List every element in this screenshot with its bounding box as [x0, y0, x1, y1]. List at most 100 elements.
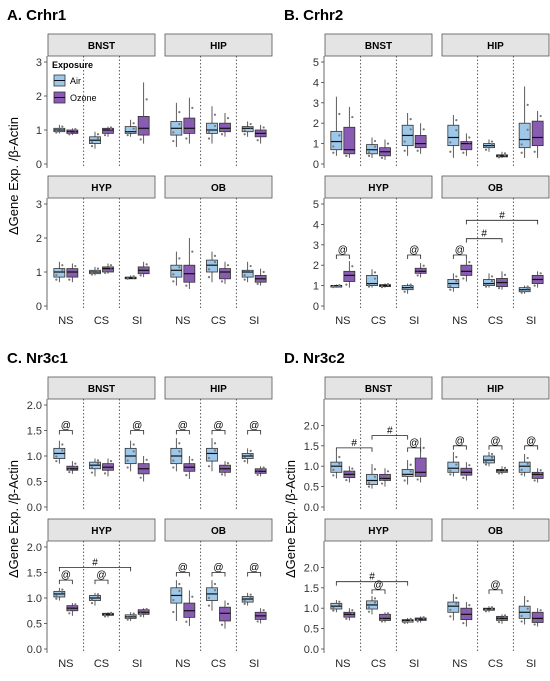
legend-label-air: Air	[70, 76, 81, 86]
significance-bracket: @	[247, 563, 262, 577]
significance-label: #	[369, 572, 375, 583]
data-point	[503, 468, 507, 471]
data-point	[213, 113, 217, 116]
box-cs-ozone	[219, 600, 231, 629]
significance-bracket: @	[452, 436, 467, 450]
data-point	[416, 618, 419, 622]
x-tick-label: CS	[488, 658, 503, 670]
data-point	[126, 466, 129, 469]
data-point	[520, 143, 523, 146]
panel-strip-label: HIP	[487, 384, 504, 395]
data-point	[497, 470, 501, 473]
panel-ob: OB @ # # NS CS SI	[441, 175, 550, 327]
data-point	[497, 618, 501, 621]
panel-strip-label: HIP	[210, 384, 227, 395]
box-ns-ozone	[183, 456, 196, 479]
data-point	[109, 611, 113, 614]
y-tick-label: 0.0	[304, 502, 319, 514]
panel-strip-label: HYP	[91, 526, 112, 537]
data-point	[262, 126, 265, 129]
data-point	[55, 460, 58, 463]
box-ns-air	[170, 580, 183, 621]
data-point	[526, 462, 529, 465]
data-point	[220, 616, 224, 619]
data-point	[109, 460, 113, 463]
box-ns-ozone	[460, 259, 473, 282]
significance-label: @	[490, 436, 500, 447]
box-ns-air	[330, 96, 343, 156]
box-ns-ozone	[183, 97, 196, 144]
panel-bnst: BNST 0 1 2 3	[36, 33, 156, 171]
data-point	[338, 462, 341, 465]
data-point	[74, 129, 77, 132]
box-cs-ozone	[102, 126, 114, 137]
bracket-line	[407, 447, 422, 452]
data-point	[213, 582, 217, 586]
data-point	[539, 613, 542, 616]
panel-strip-label: HYP	[91, 183, 112, 194]
chart-title: D. Nr3c2	[284, 350, 345, 367]
data-point	[185, 277, 188, 280]
data-point	[520, 620, 523, 623]
data-point	[213, 261, 217, 264]
data-point	[256, 616, 259, 620]
panel-strip	[47, 376, 156, 400]
box-body	[518, 461, 531, 473]
box-ns-air	[447, 451, 460, 477]
y-tick-label: 1	[313, 281, 319, 293]
data-point	[74, 466, 77, 469]
y-tick-label: 1.0	[27, 451, 42, 463]
x-tick-label: SI	[249, 658, 259, 670]
data-point	[533, 280, 536, 284]
data-point	[351, 609, 354, 612]
significance-label: @	[213, 563, 223, 574]
significance-bracket: @	[211, 421, 226, 435]
data-point	[139, 271, 142, 274]
data-point	[449, 150, 452, 153]
data-point	[249, 264, 252, 268]
data-point	[380, 618, 384, 621]
data-point	[386, 614, 390, 618]
data-point	[462, 151, 465, 154]
data-point	[185, 613, 188, 616]
data-point	[416, 478, 419, 481]
data-point	[213, 254, 217, 257]
data-point	[497, 472, 501, 475]
data-point	[178, 589, 181, 592]
box-cs-ozone	[379, 468, 391, 487]
box-body	[518, 122, 531, 149]
y-tick-label: 5	[313, 199, 319, 211]
data-point	[178, 266, 181, 269]
box-cs-ozone	[379, 612, 391, 623]
y-tick-label: 2	[313, 260, 319, 272]
box-body	[206, 122, 218, 134]
data-point	[61, 127, 64, 131]
box-cs-ozone	[102, 611, 114, 618]
data-point	[409, 283, 412, 286]
bracket-line	[335, 447, 373, 452]
data-point	[243, 133, 246, 136]
data-point	[373, 277, 377, 280]
data-point	[191, 458, 194, 461]
data-point	[484, 148, 488, 151]
legend-label-ozone: Ozone	[70, 93, 97, 103]
panel-strip	[47, 175, 156, 199]
data-point	[139, 476, 142, 479]
box-body	[124, 126, 137, 134]
box-body	[496, 469, 508, 473]
data-point	[455, 119, 458, 122]
box-body	[483, 455, 495, 464]
box-si-air	[241, 261, 254, 283]
data-point	[90, 602, 94, 605]
bracket-line	[524, 445, 539, 450]
box-ns-ozone	[343, 106, 356, 158]
box-si-ozone	[531, 468, 544, 483]
data-point	[422, 128, 425, 131]
data-point	[345, 617, 348, 620]
significance-label: #	[499, 210, 505, 221]
panel-hyp: HYP 0 1 2 3 NS CS SI	[36, 175, 156, 327]
panel-strip-label: HIP	[487, 41, 504, 52]
data-point	[172, 273, 175, 276]
data-point	[96, 269, 100, 273]
y-tick-label: 2	[36, 233, 42, 245]
